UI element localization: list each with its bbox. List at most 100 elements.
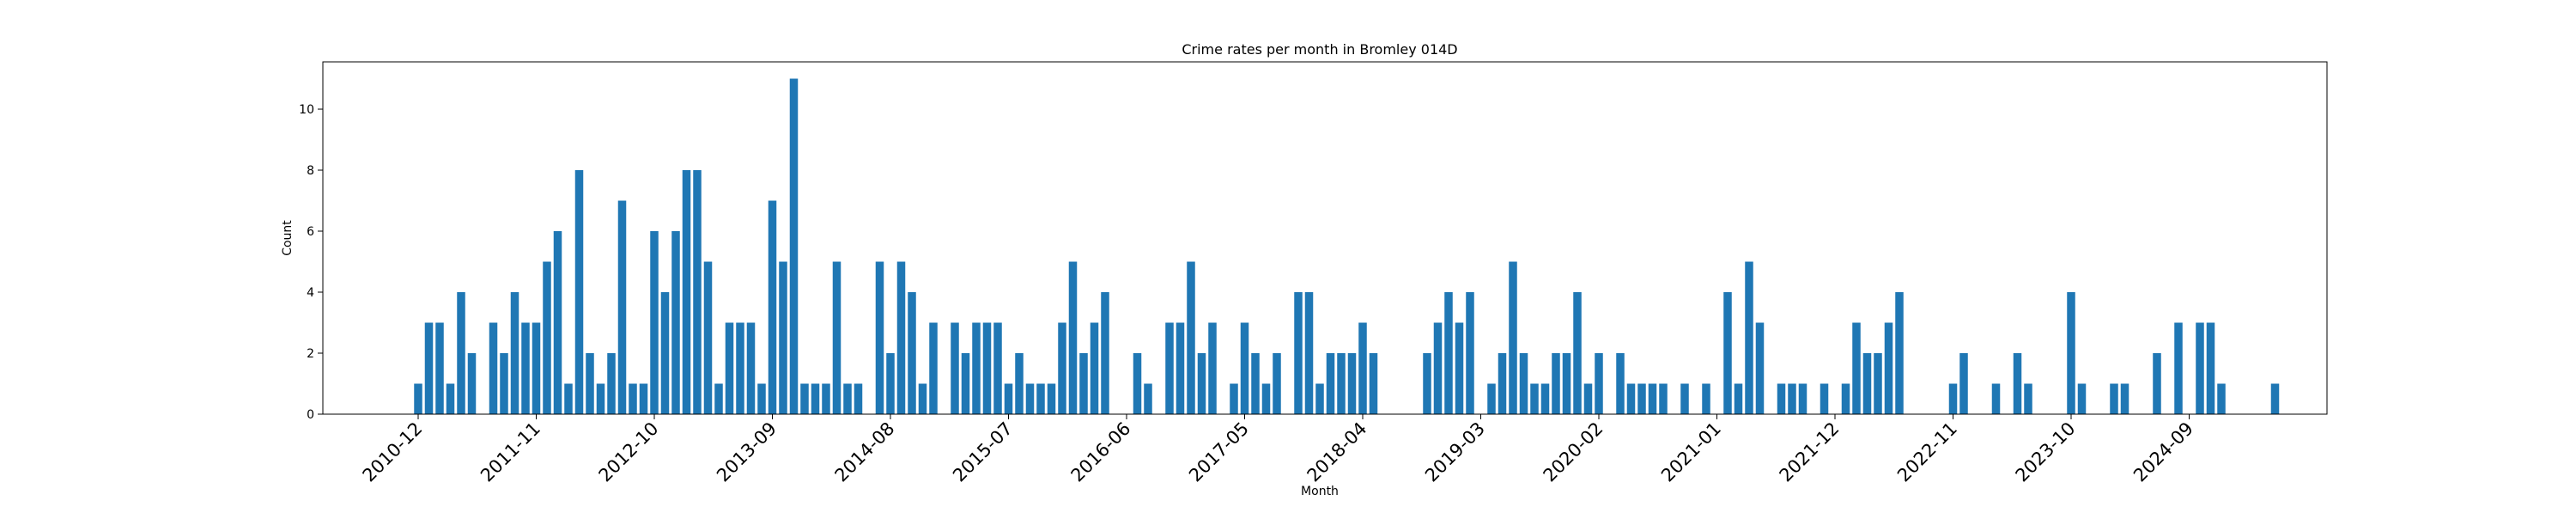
bar — [586, 353, 594, 414]
bar — [435, 322, 444, 414]
bar — [714, 383, 723, 414]
bar — [639, 383, 648, 414]
bar — [1530, 383, 1539, 414]
y-axis-label: Count — [281, 220, 295, 256]
x-tick-label: 2018-04 — [1303, 418, 1371, 486]
bar — [1723, 292, 1732, 414]
bar — [1058, 322, 1066, 414]
bar — [854, 383, 863, 414]
bar — [1144, 383, 1152, 414]
bar — [1702, 383, 1710, 414]
bar — [1616, 353, 1625, 414]
x-tick-label: 2013-09 — [713, 418, 781, 486]
bar — [2174, 322, 2183, 414]
bar — [972, 322, 981, 414]
bar — [2067, 292, 2075, 414]
bar — [1755, 322, 1765, 414]
bar — [414, 383, 422, 414]
bar — [1777, 383, 1786, 414]
bar — [1261, 383, 1271, 414]
bar — [1852, 322, 1861, 414]
bar — [532, 322, 541, 414]
bar — [1423, 353, 1431, 414]
y-tick-label: 2 — [307, 347, 314, 361]
x-axis-label: Month — [1301, 485, 1339, 498]
bar — [1015, 353, 1024, 414]
bar — [1595, 353, 1603, 414]
bar — [2077, 383, 2087, 414]
bar — [1230, 383, 1238, 414]
bar — [1079, 353, 1088, 414]
bar — [564, 383, 573, 414]
bar — [1090, 322, 1099, 414]
bar — [1187, 261, 1195, 414]
bar — [1358, 322, 1367, 414]
bar — [1444, 292, 1453, 414]
bar — [1820, 383, 1829, 414]
bar — [1798, 383, 1807, 414]
bar — [660, 292, 670, 414]
bar — [2270, 383, 2280, 414]
bar — [2217, 383, 2226, 414]
bar — [1648, 383, 1657, 414]
bar — [1165, 322, 1174, 414]
bar — [1455, 322, 1464, 414]
bar — [2120, 383, 2129, 414]
bar — [1991, 383, 2001, 414]
bar — [1509, 261, 1517, 414]
bar — [1466, 292, 1474, 414]
bar — [1101, 292, 1109, 414]
bar — [574, 170, 584, 414]
bar — [1959, 353, 1968, 414]
bar — [629, 383, 637, 414]
bar — [1562, 353, 1571, 414]
bar — [1294, 292, 1303, 414]
bar — [1133, 353, 1142, 414]
x-tick-label: 2016-06 — [1067, 418, 1135, 486]
bar — [1304, 292, 1314, 414]
bar — [617, 200, 627, 414]
bar — [1068, 261, 1078, 414]
bar — [779, 261, 787, 414]
bar — [746, 322, 756, 414]
bar — [822, 383, 830, 414]
x-tick-label: 2022-11 — [1893, 418, 1961, 486]
x-tick-label: 2017-05 — [1185, 418, 1253, 486]
bar — [1895, 292, 1904, 414]
bar — [596, 383, 605, 414]
bar — [1004, 383, 1013, 414]
bar — [896, 261, 906, 414]
bar — [908, 292, 916, 414]
bar — [2110, 383, 2118, 414]
bar — [1680, 383, 1689, 414]
x-tick-label: 2021-12 — [1776, 418, 1844, 486]
bar — [768, 200, 777, 414]
bar — [1540, 383, 1550, 414]
bar — [521, 322, 530, 414]
bar — [993, 322, 1002, 414]
bar — [1745, 261, 1753, 414]
bar — [1197, 353, 1206, 414]
y-tick-label: 4 — [307, 286, 314, 300]
bar — [1251, 353, 1260, 414]
bar — [607, 353, 616, 414]
bar — [424, 322, 434, 414]
bar — [951, 322, 959, 414]
bar — [2196, 322, 2204, 414]
bar — [1315, 383, 1324, 414]
bar — [1626, 383, 1636, 414]
y-axis: 0 2 4 6 8 10 — [299, 103, 323, 422]
bar — [2024, 383, 2032, 414]
bar — [553, 231, 562, 414]
bar — [918, 383, 927, 414]
bar — [1552, 353, 1560, 414]
bar — [800, 383, 809, 414]
x-tick-label: 2012-10 — [595, 418, 663, 486]
bar — [2013, 353, 2022, 414]
bar — [1884, 322, 1893, 414]
bar — [671, 231, 680, 414]
x-axis: 2010-12 2011-11 2012-10 2013-09 2014-08 2015-… — [359, 414, 2197, 486]
y-tick-label: 8 — [307, 164, 314, 178]
